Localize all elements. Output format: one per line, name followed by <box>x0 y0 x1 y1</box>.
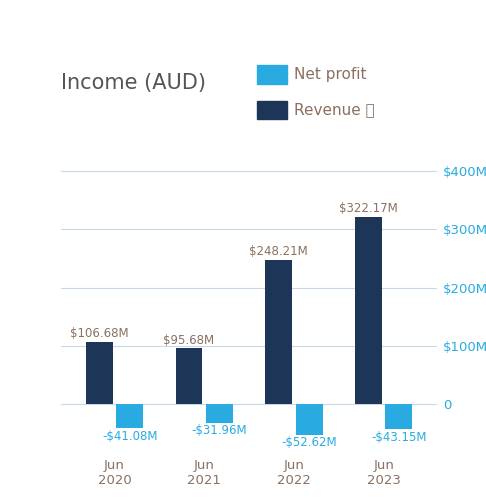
FancyBboxPatch shape <box>257 65 287 84</box>
Bar <box>295 404 323 435</box>
Text: $95.68M: $95.68M <box>163 333 214 347</box>
Bar <box>385 404 412 429</box>
Bar <box>355 216 382 404</box>
Bar <box>116 404 143 428</box>
Text: $322.17M: $322.17M <box>339 202 398 215</box>
Bar <box>206 404 233 423</box>
Text: Revenue ⓘ: Revenue ⓘ <box>294 103 375 117</box>
Bar <box>265 260 292 404</box>
Text: -$43.15M: -$43.15M <box>371 431 427 444</box>
Text: $248.21M: $248.21M <box>249 245 308 258</box>
FancyBboxPatch shape <box>257 101 287 119</box>
Text: -$52.62M: -$52.62M <box>281 437 337 449</box>
Text: -$31.96M: -$31.96M <box>191 425 247 438</box>
Text: Net profit: Net profit <box>294 67 367 82</box>
Text: Income (AUD): Income (AUD) <box>61 73 206 93</box>
Text: -$41.08M: -$41.08M <box>102 430 157 443</box>
Bar <box>175 349 203 404</box>
Bar <box>86 342 113 404</box>
Text: $106.68M: $106.68M <box>70 327 129 340</box>
